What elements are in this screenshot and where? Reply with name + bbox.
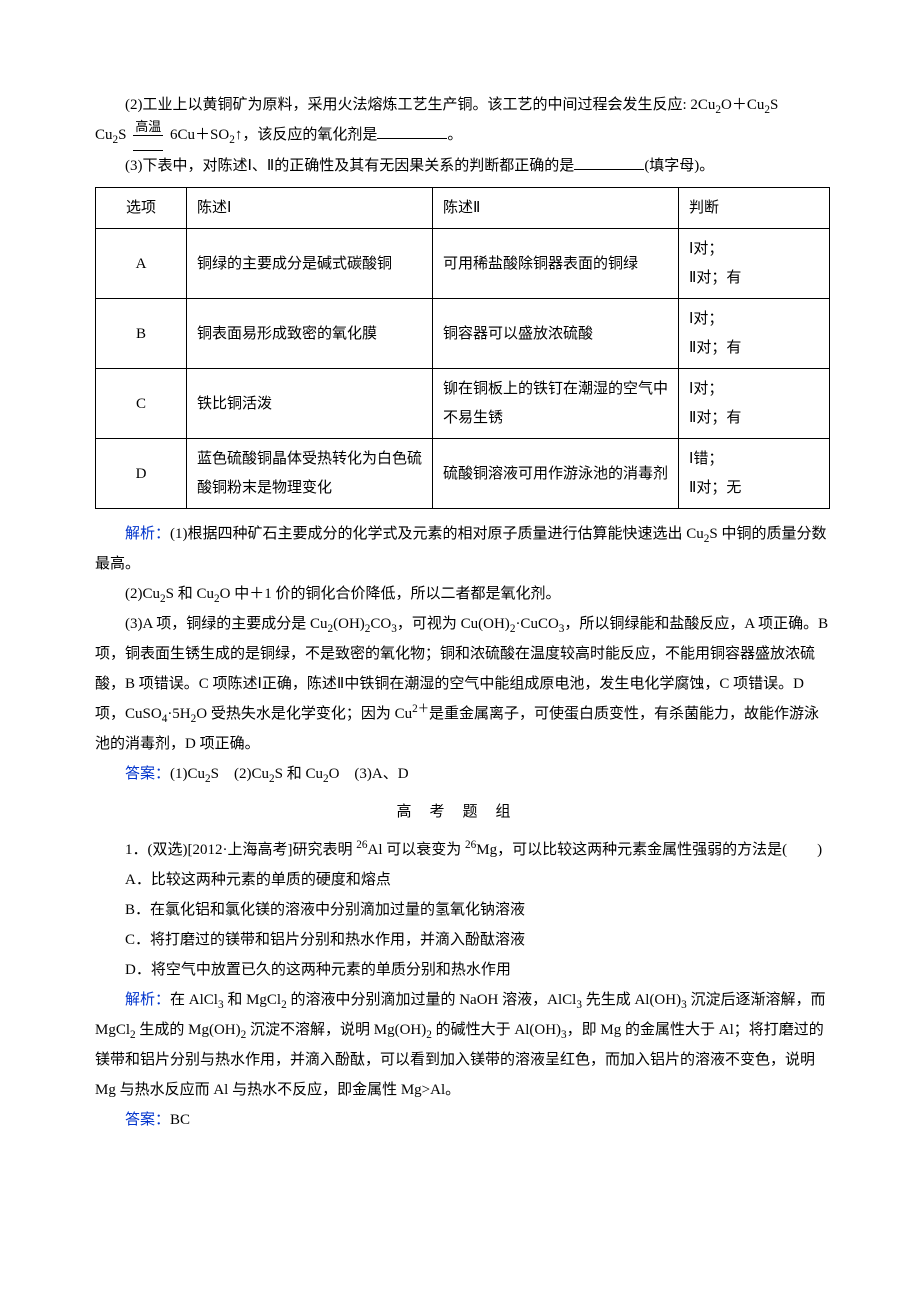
col-option-header: 选项	[96, 187, 187, 229]
cell-s1: 铜绿的主要成分是碱式碳酸铜	[187, 229, 433, 299]
blank	[574, 154, 644, 170]
analysis-2: (2)Cu2S 和 Cu2O 中＋1 价的铜化合价降低，所以二者都是氧化剂。	[95, 579, 830, 609]
col-judgment-header: 判断	[679, 187, 830, 229]
text: (3)下表中，对陈述Ⅰ、Ⅱ的正确性及其有无因果关系的判断都正确的是	[125, 158, 574, 174]
question-2-line2: Cu2S 高温 6Cu＋SO2↑，该反应的氧化剂是。	[95, 120, 830, 151]
text: ↑，该反应的氧化剂是	[235, 127, 378, 143]
table-row: D 蓝色硫酸铜晶体受热转化为白色硫酸铜粉末是物理变化 硫酸铜溶液可用作游泳池的消…	[96, 439, 830, 509]
problem-1-option-c: C．将打磨过的镁带和铝片分别和热水作用，并滴入酚酞溶液	[95, 925, 830, 955]
cell-s2: 铜容器可以盛放浓硫酸	[433, 299, 679, 369]
analysis-3: (3)A 项，铜绿的主要成分是 Cu2(OH)2CO3，可视为 Cu(OH)2·…	[95, 609, 830, 759]
cell-s2: 可用稀盐酸除铜器表面的铜绿	[433, 229, 679, 299]
text: (填字母)。	[644, 158, 714, 174]
analysis-label: 解析：	[125, 992, 170, 1008]
section-title: 高考题组	[95, 797, 830, 827]
cell-option: B	[96, 299, 187, 369]
cell-judgment: Ⅰ对； Ⅱ对；有	[679, 229, 830, 299]
problem-1-analysis: 解析：在 AlCl3 和 MgCl2 的溶液中分别滴加过量的 NaOH 溶液，A…	[95, 985, 830, 1105]
answer-1: 答案：(1)Cu2S (2)Cu2S 和 Cu2O (3)A、D	[95, 759, 830, 789]
cell-option: D	[96, 439, 187, 509]
cell-s1: 铁比铜活泼	[187, 369, 433, 439]
cell-option: C	[96, 369, 187, 439]
cell-s2: 硫酸铜溶液可用作游泳池的消毒剂	[433, 439, 679, 509]
cell-judgment: Ⅰ对； Ⅱ对；有	[679, 299, 830, 369]
cell-s1: 铜表面易形成致密的氧化膜	[187, 299, 433, 369]
problem-1-stem: 1．(双选)[2012·上海高考]研究表明 26Al 可以衰变为 26Mg，可以…	[95, 835, 830, 865]
statements-table: 选项 陈述Ⅰ 陈述Ⅱ 判断 A 铜绿的主要成分是碱式碳酸铜 可用稀盐酸除铜器表面…	[95, 187, 830, 510]
question-2: (2)工业上以黄铜矿为原料，采用火法熔炼工艺生产铜。该工艺的中间过程会发生反应:…	[95, 90, 830, 120]
table-header-row: 选项 陈述Ⅰ 陈述Ⅱ 判断	[96, 187, 830, 229]
answer-label: 答案：	[125, 1112, 170, 1128]
problem-1-option-b: B．在氯化铝和氯化镁的溶液中分别滴加过量的氢氧化钠溶液	[95, 895, 830, 925]
text: 6Cu＋SO	[170, 127, 229, 143]
blank	[377, 123, 447, 139]
reaction-condition: 高温	[133, 120, 163, 151]
analysis-1: 解析：(1)根据四种矿石主要成分的化学式及元素的相对原子质量进行估算能快速选出 …	[95, 519, 830, 579]
text: (2)工业上以黄铜矿为原料，采用火法熔炼工艺生产铜。该工艺的中间过程会发生反应:…	[125, 97, 715, 113]
cell-judgment: Ⅰ对； Ⅱ对；有	[679, 369, 830, 439]
cell-option: A	[96, 229, 187, 299]
cell-judgment: Ⅰ错； Ⅱ对；无	[679, 439, 830, 509]
problem-1-answer: 答案：BC	[95, 1105, 830, 1135]
analysis-label: 解析：	[125, 526, 170, 542]
text: O＋Cu	[721, 97, 764, 113]
answer-label: 答案：	[125, 766, 170, 782]
cell-s2: 铆在铜板上的铁钉在潮湿的空气中不易生锈	[433, 369, 679, 439]
col-statement2-header: 陈述Ⅱ	[433, 187, 679, 229]
table-row: A 铜绿的主要成分是碱式碳酸铜 可用稀盐酸除铜器表面的铜绿 Ⅰ对； Ⅱ对；有	[96, 229, 830, 299]
cell-s1: 蓝色硫酸铜晶体受热转化为白色硫酸铜粉末是物理变化	[187, 439, 433, 509]
table-row: B 铜表面易形成致密的氧化膜 铜容器可以盛放浓硫酸 Ⅰ对； Ⅱ对；有	[96, 299, 830, 369]
col-statement1-header: 陈述Ⅰ	[187, 187, 433, 229]
table-row: C 铁比铜活泼 铆在铜板上的铁钉在潮湿的空气中不易生锈 Ⅰ对； Ⅱ对；有	[96, 369, 830, 439]
problem-1-option-a: A．比较这两种元素的单质的硬度和熔点	[95, 865, 830, 895]
problem-1-option-d: D．将空气中放置已久的这两种元素的单质分别和热水作用	[95, 955, 830, 985]
text: S	[770, 97, 778, 113]
text: 。	[447, 127, 462, 143]
question-3-intro: (3)下表中，对陈述Ⅰ、Ⅱ的正确性及其有无因果关系的判断都正确的是 (填字母)。	[95, 151, 830, 181]
